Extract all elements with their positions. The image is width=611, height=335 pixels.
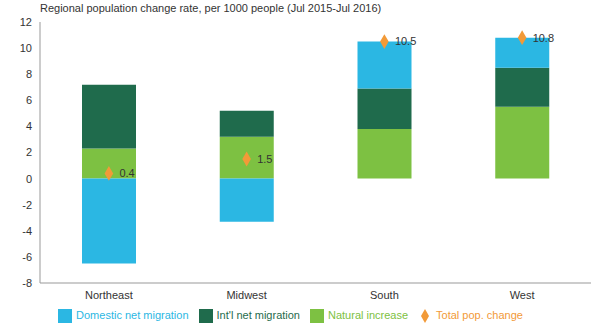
svg-text:-2: -2 — [22, 199, 32, 211]
svg-text:12: 12 — [20, 16, 32, 28]
svg-text:0.4: 0.4 — [119, 167, 134, 179]
svg-text:-4: -4 — [22, 225, 32, 237]
svg-text:-6: -6 — [22, 251, 32, 263]
svg-text:10: 10 — [20, 42, 32, 54]
svg-text:South: South — [370, 289, 399, 301]
svg-text:West: West — [510, 289, 535, 301]
svg-text:-8: -8 — [22, 277, 32, 289]
svg-text:1.5: 1.5 — [257, 153, 272, 165]
svg-text:Northeast: Northeast — [85, 289, 133, 301]
svg-text:2: 2 — [26, 146, 32, 158]
html-text:Domestic net migration: Domestic net migration — [76, 309, 189, 321]
svg-text:4: 4 — [26, 120, 32, 132]
svg-text:6: 6 — [26, 94, 32, 106]
html-text:Natural increase: Natural increase — [328, 309, 409, 321]
svg-text:0: 0 — [26, 173, 32, 185]
html-text:Regional population change rat: Regional population change rate, per 100… — [40, 2, 382, 14]
svg-text:10.5: 10.5 — [395, 35, 416, 47]
svg-text:8: 8 — [26, 68, 32, 80]
svg-text:Midwest: Midwest — [226, 289, 266, 301]
html-text:Int'l net migration: Int'l net migration — [216, 309, 300, 321]
svg-text:10.8: 10.8 — [533, 32, 554, 44]
html-text:Total pop. change: Total pop. change — [436, 309, 523, 321]
